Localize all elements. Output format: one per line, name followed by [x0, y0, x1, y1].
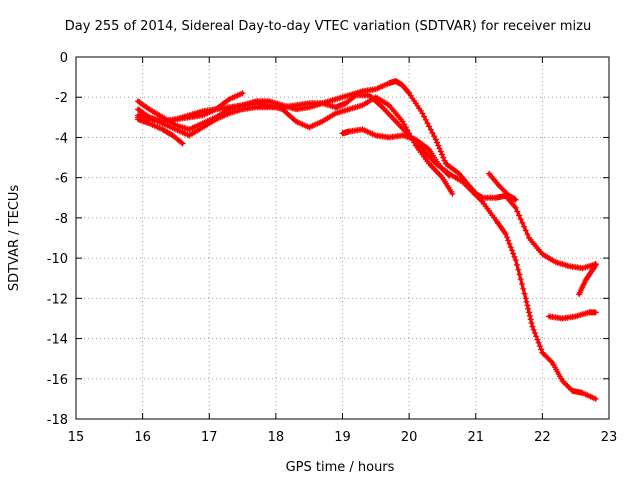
- x-tick-label: 19: [334, 430, 351, 445]
- series-trace: [136, 93, 598, 401]
- x-tick-label: 21: [467, 430, 484, 445]
- series-track-i: [576, 261, 599, 298]
- x-tick-label: 16: [134, 430, 151, 445]
- x-tick-label: 18: [268, 430, 285, 445]
- series-track-b: [135, 92, 599, 402]
- series-markers: [546, 309, 599, 322]
- y-tick-labels: 0 -2 -4 -6 -8 -10 -12 -14 -16 -18: [47, 51, 68, 428]
- axis-ticks: [75, 56, 610, 420]
- grid-lines: [76, 57, 609, 419]
- series-markers: [339, 126, 453, 179]
- chart-title: Day 255 of 2014, Sidereal Day-to-day VTE…: [65, 19, 591, 34]
- x-tick-label: 22: [534, 430, 551, 445]
- y-tick-label: 0: [60, 51, 68, 66]
- x-tick-label: 15: [68, 430, 85, 445]
- y-tick-label: -4: [55, 131, 68, 146]
- y-tick-label: -12: [47, 292, 68, 307]
- series-markers: [486, 170, 519, 203]
- x-tick-label: 17: [201, 430, 218, 445]
- x-tick-label: 20: [401, 430, 418, 445]
- y-tick-label: -6: [55, 172, 68, 187]
- y-tick-label: -18: [47, 413, 68, 428]
- series-track-h: [546, 309, 599, 322]
- y-tick-label: -16: [47, 373, 68, 388]
- series-trace: [136, 95, 454, 196]
- y-axis-label: SDTVAR / TECUs: [7, 185, 22, 292]
- data-series: [135, 78, 599, 402]
- y-tick-label: -14: [47, 333, 68, 348]
- y-tick-label: -8: [55, 212, 68, 227]
- y-tick-label: -10: [47, 252, 68, 267]
- x-axis-label: GPS time / hours: [286, 460, 395, 475]
- series-track-e: [135, 94, 456, 197]
- series-track-f: [339, 126, 453, 179]
- y-tick-label: -2: [55, 91, 68, 106]
- x-tick-labels: 15 16 17 18 19 20 21 22 23: [68, 430, 618, 445]
- series-track-g: [486, 170, 519, 203]
- series-markers: [135, 78, 599, 272]
- series-markers: [135, 92, 599, 402]
- x-tick-label: 23: [601, 430, 618, 445]
- series-track-a: [135, 78, 599, 272]
- series-markers: [135, 94, 456, 197]
- series-markers: [576, 261, 599, 298]
